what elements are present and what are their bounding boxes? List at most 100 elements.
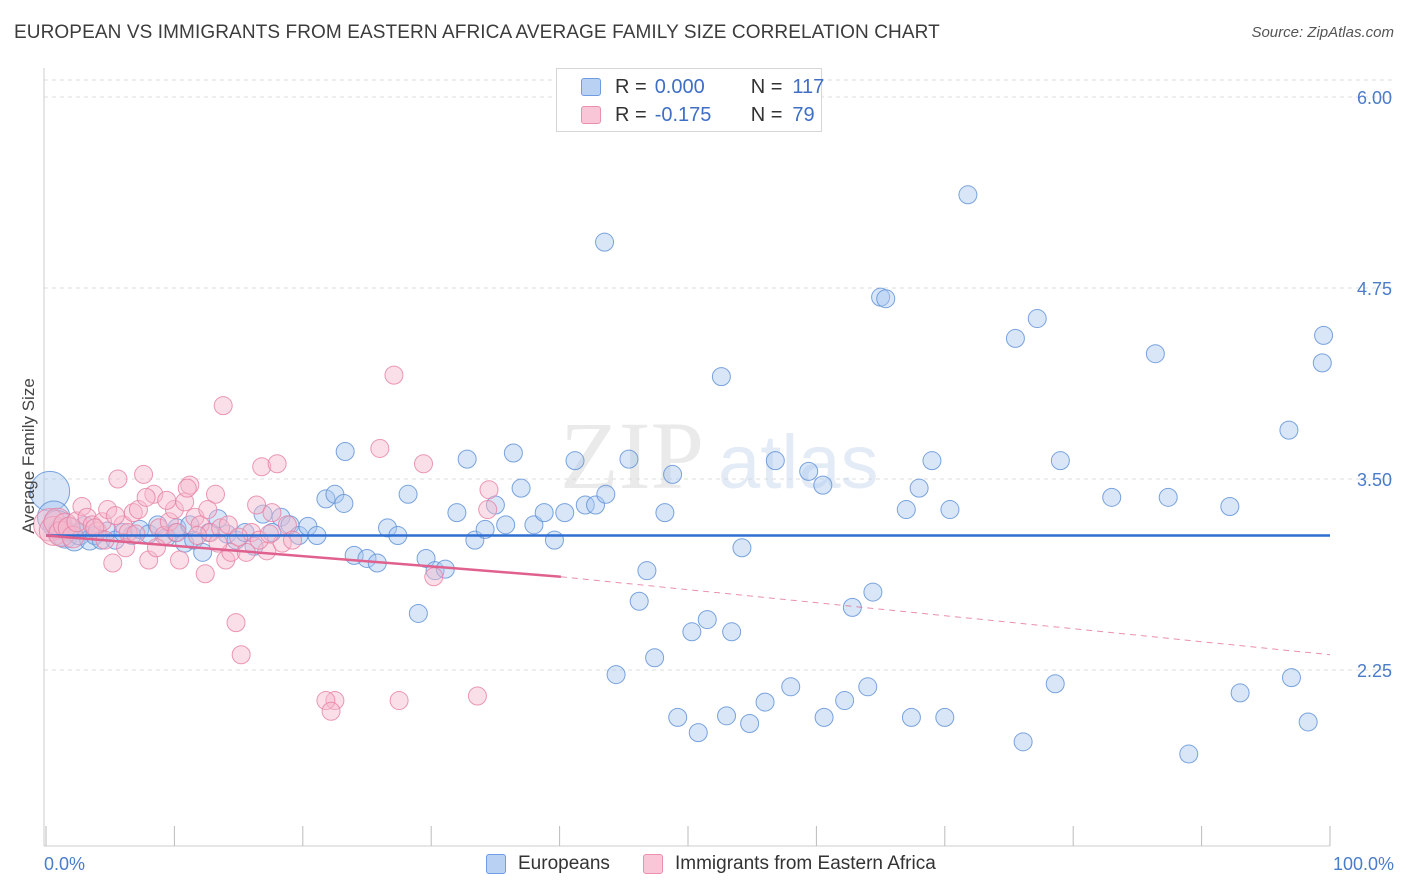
immigrants-point-7 <box>66 511 88 533</box>
immigrants-point-43 <box>252 457 272 477</box>
immigrants-point-49 <box>283 530 303 550</box>
europeans-point-56 <box>475 519 495 539</box>
immigrants-point-35 <box>211 518 231 538</box>
europeans-point-101 <box>935 707 955 727</box>
watermark-zip: ZIP <box>560 402 704 509</box>
immigrants-point-22 <box>144 484 164 504</box>
legend-item-immigrants[interactable]: Immigrants from Eastern Africa <box>643 853 936 875</box>
europeans-point-90 <box>813 475 833 495</box>
immigrants-point-73 <box>198 500 218 520</box>
europeans-point-115 <box>1279 420 1299 440</box>
europeans-point-113 <box>1220 497 1240 517</box>
europeans-point-83 <box>732 538 752 558</box>
europeans-point-114 <box>1230 683 1250 703</box>
immigrants-point-67 <box>136 487 156 507</box>
legend-label-immigrants: Immigrants from Eastern Africa <box>675 853 936 874</box>
series-legend: Europeans Immigrants from Eastern Africa <box>0 850 1406 880</box>
immigrants-point-8 <box>72 497 92 517</box>
europeans-point-111 <box>1158 487 1178 507</box>
europeans-point-91 <box>835 691 855 711</box>
immigrants-point-61 <box>213 396 233 416</box>
immigrants-point-37 <box>221 542 241 562</box>
europeans-point-107 <box>1045 674 1065 694</box>
legend-swatch-blue <box>581 78 601 96</box>
europeans-point-96 <box>876 289 896 309</box>
europeans-point-58 <box>496 515 516 535</box>
immigrants-point-29 <box>180 475 200 495</box>
europeans-point-80 <box>697 610 717 630</box>
europeans-point-73 <box>645 648 665 668</box>
legend-row-immigrants: R = -0.175 N = 79 <box>581 101 815 129</box>
europeans-point-112 <box>1179 744 1199 764</box>
europeans-point-61 <box>524 515 544 535</box>
europeans-point-48 <box>335 441 355 461</box>
immigrants-point-52 <box>321 701 341 721</box>
immigrants-point-66 <box>126 524 146 544</box>
europeans-point-109 <box>1102 487 1122 507</box>
legend-swatch-pink <box>581 106 601 124</box>
legend-n-value: 79 <box>792 103 815 126</box>
europeans-point-69 <box>606 665 626 685</box>
immigrants-point-46 <box>267 454 287 474</box>
europeans-point-72 <box>637 561 657 581</box>
europeans-point-76 <box>668 707 688 727</box>
immigrants-point-58 <box>467 686 487 706</box>
y-tick-label-0: 2.25 <box>1357 661 1392 681</box>
europeans-point-118 <box>1312 353 1332 373</box>
europeans-point-82 <box>717 706 737 726</box>
immigrants-point-10 <box>82 515 102 535</box>
europeans-point-65 <box>565 451 585 471</box>
europeans-point-60 <box>511 478 531 498</box>
y-tick-label-1: 3.50 <box>1357 470 1392 490</box>
x-tick-label-1: 100.0% <box>1333 854 1394 874</box>
europeans-point-106 <box>1027 309 1047 329</box>
europeans-point-93 <box>858 677 878 697</box>
immigrants-point-70 <box>167 522 187 542</box>
europeans-point-87 <box>781 677 801 697</box>
europeans-point-88 <box>799 461 819 481</box>
legend-n-label: N = <box>750 75 783 98</box>
immigrants-point-38 <box>226 613 246 633</box>
immigrants-point-57 <box>424 567 444 587</box>
europeans-point-120 <box>595 232 615 252</box>
europeans-point-45 <box>378 518 398 538</box>
europeans-point-98 <box>901 707 921 727</box>
europeans-point-117 <box>1298 712 1318 732</box>
immigrants-point-55 <box>389 691 409 711</box>
immigrants-point-59 <box>479 480 499 500</box>
legend-label-europeans: Europeans <box>518 853 610 874</box>
immigrants-point-27 <box>170 550 190 570</box>
immigrants-point-34 <box>205 484 225 504</box>
immigrants-point-32 <box>195 564 215 584</box>
europeans-point-53 <box>447 503 467 523</box>
europeans-point-41 <box>334 493 354 513</box>
immigrants-point-12 <box>92 512 112 532</box>
immigrants-point-56 <box>413 454 433 474</box>
legend-row-europeans: R = 0.000 N = 117 <box>581 73 824 101</box>
europeans-point-75 <box>663 464 683 484</box>
europeans-point-43 <box>357 548 377 568</box>
europeans-point-54 <box>457 449 477 469</box>
immigrants-point-75 <box>218 515 238 535</box>
europeans-point-62 <box>534 503 554 523</box>
stats-legend: R = 0.000 N = 117 R = -0.175 N = 79 <box>556 68 824 132</box>
legend-r-value: -0.175 <box>654 103 712 126</box>
legend-swatch-pink <box>643 854 663 874</box>
europeans-point-74 <box>655 503 675 523</box>
legend-r-value: 0.000 <box>654 75 705 98</box>
legend-n-value: 117 <box>792 75 825 98</box>
immigrants-point-25 <box>159 512 179 532</box>
legend-item-europeans[interactable]: Europeans <box>486 853 610 875</box>
immigrants-point-78 <box>259 524 279 544</box>
europeans-point-104 <box>1005 328 1025 348</box>
europeans-point-100 <box>922 451 942 471</box>
europeans-point-68 <box>596 484 616 504</box>
immigrants-point-14 <box>103 553 123 573</box>
immigrants-point-19 <box>128 500 148 520</box>
source-label: Source: ZipAtlas.com <box>1251 24 1394 41</box>
immigrants-point-64 <box>105 506 125 526</box>
immigrants-point-68 <box>146 538 166 558</box>
legend-r-label: R = <box>615 75 647 98</box>
immigrants-point-62 <box>85 518 105 538</box>
